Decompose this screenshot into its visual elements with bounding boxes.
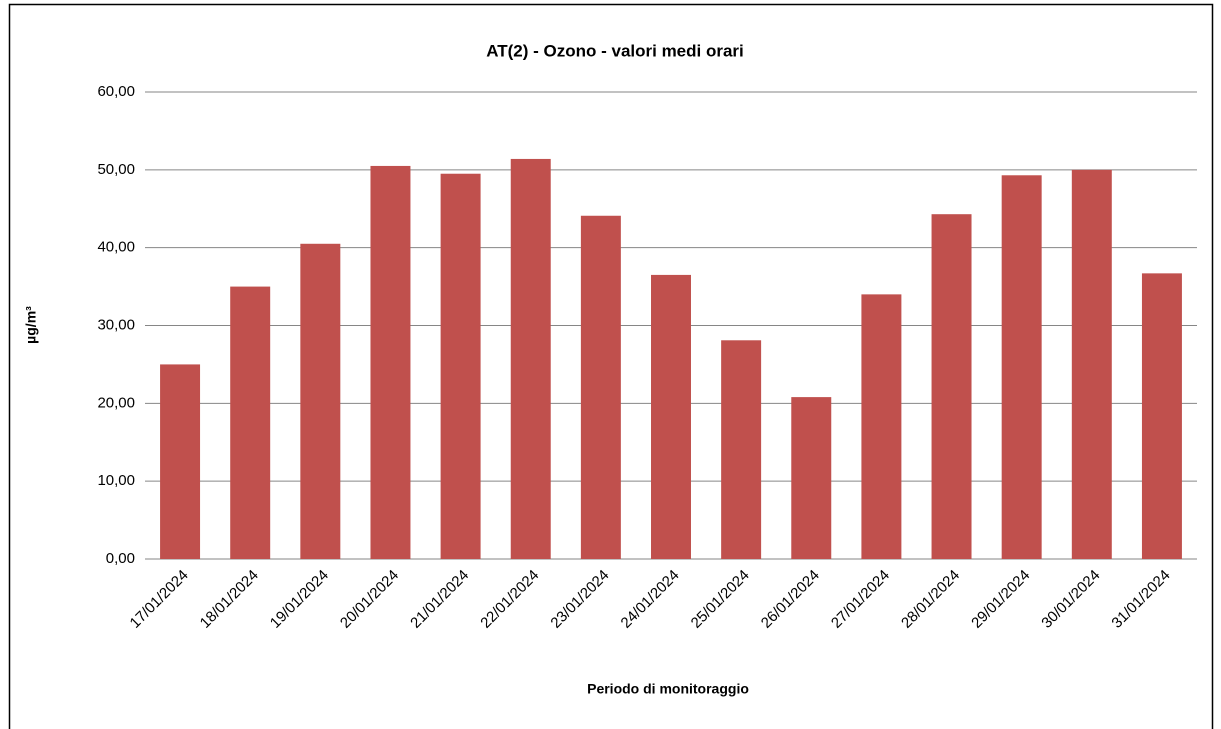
bar <box>230 286 271 559</box>
bar <box>861 294 902 559</box>
y-tick-label: 0,00 <box>106 550 135 567</box>
chart-title: AT(2) - Ozono - valori medi orari <box>486 41 744 60</box>
x-tick-label: 27/01/2024 <box>828 567 893 632</box>
bar <box>580 215 621 559</box>
y-tick-label: 40,00 <box>97 239 135 256</box>
bar <box>721 340 762 559</box>
bar <box>1001 175 1042 559</box>
x-tick-label: 31/01/2024 <box>1108 567 1173 632</box>
bar <box>440 173 481 559</box>
x-tick-label: 21/01/2024 <box>407 567 472 632</box>
y-tick-label: 20,00 <box>97 394 135 411</box>
bar <box>651 274 691 559</box>
x-tick-label: 22/01/2024 <box>477 567 542 632</box>
bar <box>1071 169 1112 560</box>
x-tick-label: 18/01/2024 <box>197 567 262 632</box>
bar <box>931 214 972 559</box>
y-tick-label: 30,00 <box>97 316 135 333</box>
x-tick-label: 28/01/2024 <box>898 567 963 632</box>
bar <box>791 397 832 559</box>
x-tick-label: 25/01/2024 <box>688 567 753 632</box>
chart-frame <box>8 3 1214 729</box>
x-axis-label: Periodo di monitoraggio <box>587 681 749 697</box>
y-axis-label: µg/m³ <box>23 306 39 344</box>
x-tick-label: 19/01/2024 <box>267 567 332 632</box>
bar <box>370 165 411 560</box>
x-tick-label: 24/01/2024 <box>618 567 683 632</box>
bar <box>300 243 341 559</box>
x-tick-label: 17/01/2024 <box>127 567 192 632</box>
x-tick-label: 20/01/2024 <box>337 567 402 632</box>
y-tick-label: 60,00 <box>97 83 135 100</box>
bar <box>510 158 551 560</box>
x-tick-label: 29/01/2024 <box>968 567 1033 632</box>
bar <box>160 364 201 559</box>
x-tick-label: 23/01/2024 <box>547 567 612 632</box>
x-tick-label: 30/01/2024 <box>1038 567 1103 632</box>
y-tick-label: 50,00 <box>97 161 135 178</box>
x-tick-label: 26/01/2024 <box>758 567 823 632</box>
y-tick-label: 10,00 <box>97 472 135 489</box>
bar <box>1141 273 1182 559</box>
